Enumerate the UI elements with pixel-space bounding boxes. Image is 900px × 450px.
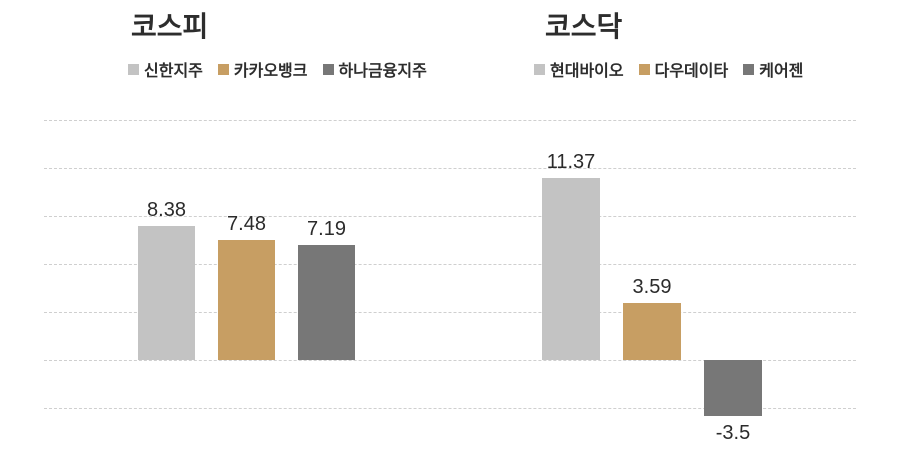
legend-item: 카카오뱅크 — [217, 57, 308, 81]
legend-label: 다우데이타 — [654, 63, 729, 80]
chart-title: 코스닥 — [545, 11, 623, 42]
bar — [138, 226, 195, 360]
bar-value-label: 3.59 — [632, 276, 672, 298]
gridline — [44, 120, 856, 121]
bar-value-label: 7.19 — [307, 218, 346, 240]
bar-value-label: 8.38 — [147, 199, 186, 221]
gridline — [44, 408, 856, 409]
legend-item: 현대바이오 — [534, 57, 624, 81]
bar — [218, 240, 275, 360]
legend-swatch-icon — [534, 63, 545, 75]
bar — [623, 303, 681, 360]
legend-swatch-icon — [743, 63, 755, 75]
gridline — [44, 216, 856, 217]
gridline — [44, 360, 856, 361]
legend-item: 케어젠 — [743, 57, 803, 81]
bar-value-label: 7.48 — [227, 213, 266, 235]
legend-item: 신한지주 — [128, 57, 203, 81]
legend-swatch-icon — [217, 63, 229, 75]
legend-label: 신한지주 — [144, 63, 203, 80]
legend-swatch-icon — [322, 63, 334, 75]
bar — [298, 245, 355, 360]
legend-label: 카카오뱅크 — [233, 63, 308, 80]
bar-value-label: -3.5 — [715, 422, 751, 444]
legend: 현대바이오 다우데이타 케어젠 — [534, 57, 803, 81]
gridline — [44, 264, 856, 265]
legend-item: 다우데이타 — [638, 57, 729, 81]
legend-label: 현대바이오 — [550, 63, 624, 80]
legend-swatch-icon — [638, 63, 650, 75]
legend-swatch-icon — [128, 63, 139, 75]
bar — [542, 178, 600, 360]
legend: 신한지주 카카오뱅크 하나금융지주 — [128, 57, 427, 81]
bar-value-label: 11.37 — [546, 151, 596, 173]
legend-label: 하나금융지주 — [338, 63, 427, 80]
legend-item: 하나금융지주 — [322, 57, 427, 81]
legend-label: 케어젠 — [759, 63, 804, 80]
bar — [704, 360, 762, 416]
chart-title: 코스피 — [131, 11, 209, 42]
gridline — [44, 312, 856, 313]
gridline — [44, 168, 856, 169]
